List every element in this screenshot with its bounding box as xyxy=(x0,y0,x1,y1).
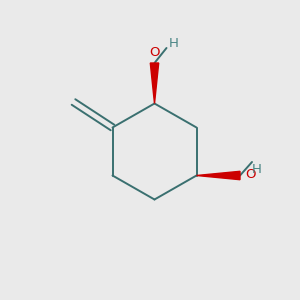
Polygon shape xyxy=(196,171,240,180)
Text: O: O xyxy=(149,46,160,59)
Text: H: H xyxy=(169,37,179,50)
Text: H: H xyxy=(252,163,261,176)
Text: O: O xyxy=(245,168,256,182)
Polygon shape xyxy=(150,63,159,104)
